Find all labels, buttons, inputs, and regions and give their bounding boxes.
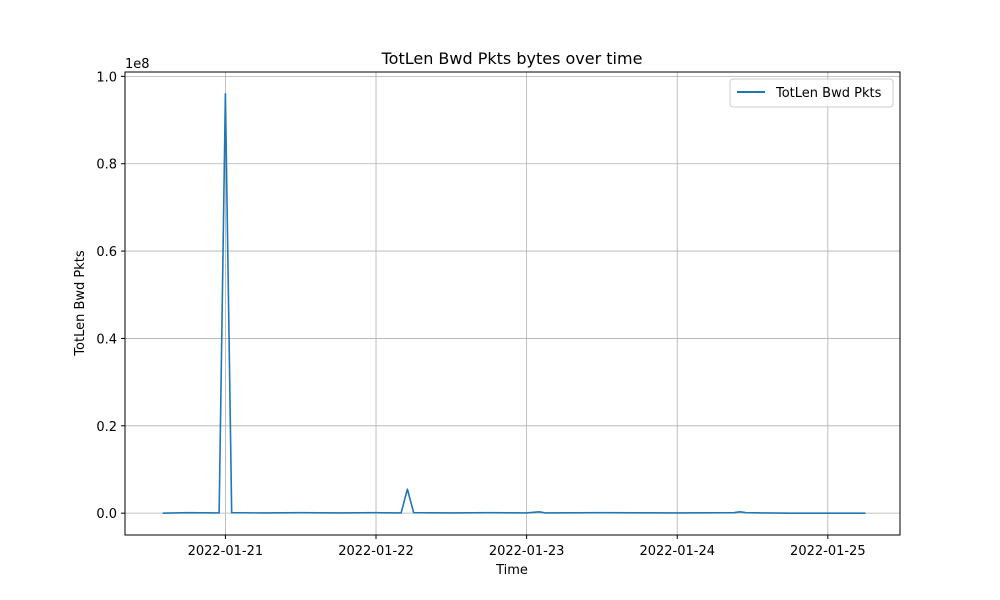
y-tick-label: 0.8: [96, 158, 117, 173]
series-line-0: [162, 93, 866, 514]
x-tick-label: 2022-01-24: [639, 544, 715, 559]
x-tick-label: 2022-01-21: [188, 544, 264, 559]
y-tick-label: 0.4: [96, 332, 117, 347]
x-tick-label: 2022-01-23: [489, 544, 565, 559]
x-tick-label: 2022-01-25: [790, 544, 866, 559]
grid: [125, 72, 900, 535]
plot-frame: [124, 71, 901, 536]
chart-title: TotLen Bwd Pkts bytes over time: [381, 49, 643, 68]
y-axis-label: TotLen Bwd Pkts: [73, 250, 88, 357]
x-axis: 2022-01-21 2022-01-22 2022-01-23 2022-01-24…: [188, 535, 866, 559]
x-tick-label: 2022-01-22: [338, 544, 414, 559]
y-tick-label: 1.0: [96, 70, 117, 85]
y-axis: 0.0 0.2 0.4 0.6 0.8 1.0: [96, 70, 125, 522]
y-scale-multiplier: 1e8: [125, 57, 150, 72]
series-layer: [162, 93, 866, 514]
legend: TotLen Bwd Pkts: [729, 78, 894, 108]
y-tick-label: 0.6: [96, 245, 117, 260]
legend-box: [729, 78, 894, 108]
y-tick-label: 0.0: [96, 507, 117, 522]
y-tick-label: 0.2: [96, 420, 117, 435]
legend-entry-label: TotLen Bwd Pkts: [775, 86, 882, 101]
x-axis-label: Time: [495, 563, 528, 578]
